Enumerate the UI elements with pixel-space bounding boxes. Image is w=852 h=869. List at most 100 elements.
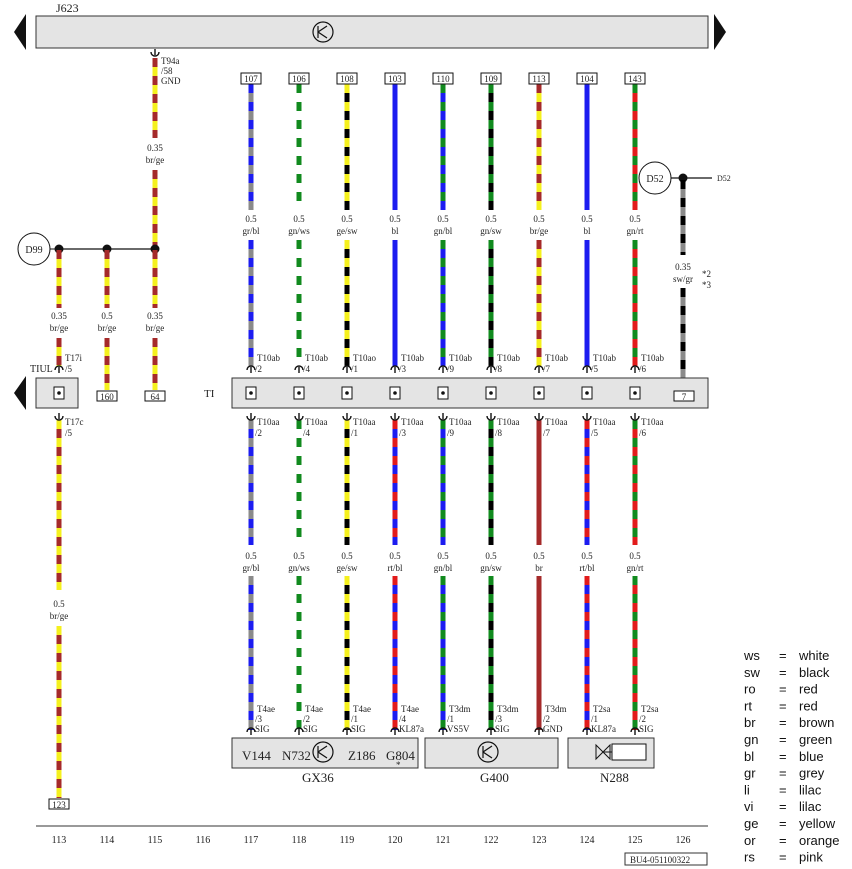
- wire-color-code: gn/ws: [288, 563, 310, 573]
- component-plug-pin: /1: [351, 714, 358, 724]
- signal-name: SIG: [495, 724, 510, 734]
- plug-pin: /4: [303, 428, 311, 438]
- signal-name: KL87a: [399, 724, 424, 734]
- terminal-box: [336, 72, 358, 85]
- plug-name: T10ab: [449, 353, 472, 363]
- wire-size: 0.5: [485, 551, 497, 561]
- wire-color-code: bl: [391, 226, 399, 236]
- plug-name: T10aa: [305, 417, 328, 427]
- legend-equals: =: [779, 715, 787, 730]
- v144-label: V144: [242, 748, 271, 763]
- column-number-122: 122: [484, 835, 499, 846]
- wire-size: 0.35: [675, 262, 691, 272]
- component-plug-name: T4ae: [305, 704, 323, 714]
- plug-contact: [630, 727, 640, 733]
- wire-color-code: gn/sw: [480, 226, 502, 236]
- legend-code: ws: [743, 648, 760, 663]
- wire-size: 0.5: [629, 551, 641, 561]
- terminal-109: 109: [484, 74, 498, 84]
- plug-contact: [150, 51, 160, 57]
- plug-pin: /4: [303, 364, 311, 374]
- terminal-110: 110: [436, 74, 450, 84]
- plug-contact: [534, 727, 544, 733]
- legend-code: vi: [744, 799, 754, 814]
- wire-size: 0.35: [147, 143, 163, 153]
- wire-color-code: gn/bl: [434, 226, 453, 236]
- wire-color-code: br/ge: [146, 155, 165, 165]
- plug-pin: /3: [399, 428, 407, 438]
- legend-equals: =: [779, 799, 787, 814]
- column-number-118: 118: [292, 835, 307, 846]
- plug-name: T10ab: [257, 353, 280, 363]
- wire-color-code: br/ge: [98, 323, 117, 333]
- legend-color-name: orange: [799, 833, 839, 848]
- wire-size: 0.5: [533, 551, 545, 561]
- terminal-box: [240, 72, 262, 85]
- plug-name: T10ab: [401, 353, 424, 363]
- terminal-box: [48, 798, 70, 810]
- legend-color-name: pink: [799, 850, 823, 865]
- component-plug-name: T4ae: [401, 704, 419, 714]
- terminal-box: [528, 72, 550, 85]
- wire-size: 0.5: [245, 551, 257, 561]
- component-plug-name: T2sa: [641, 704, 659, 714]
- plug-pin: /6: [639, 364, 647, 374]
- plug-name: T10aa: [641, 417, 664, 427]
- component-plug-pin: /1: [447, 714, 454, 724]
- plug-name: T10ab: [545, 353, 568, 363]
- component-plug-pin: /2: [543, 714, 550, 724]
- wire-color-code: ge/sw: [337, 563, 358, 573]
- transistor-symbol-icon: [477, 741, 499, 763]
- legend-equals: =: [779, 850, 787, 865]
- plug-contact: [342, 365, 352, 371]
- legend-color-name: grey: [799, 766, 825, 781]
- component-plug-pin: /2: [303, 714, 310, 724]
- plug-contact: [582, 365, 592, 371]
- legend-code: bl: [744, 749, 754, 764]
- plug-pin: /7: [543, 364, 551, 374]
- legend-code: rt: [744, 698, 752, 713]
- plug-name: T10ab: [593, 353, 616, 363]
- component-plug-name: T3dm: [545, 704, 567, 714]
- legend-code: br: [744, 715, 756, 730]
- pin-contact: [389, 386, 401, 400]
- plug-contact: [486, 365, 496, 371]
- plug-pin: /7: [543, 428, 551, 438]
- plug-contact: [246, 727, 256, 733]
- plug-contact: [342, 727, 352, 733]
- plug-name: T10aa: [593, 417, 616, 427]
- legend-equals: =: [779, 682, 787, 697]
- n732-label: N732: [282, 748, 311, 763]
- legend-equals: =: [779, 766, 787, 781]
- terminal-box: [576, 72, 598, 85]
- signal-name: VS5V: [447, 724, 470, 734]
- terminal-160: 160: [100, 392, 114, 402]
- component-plug-pin: /1: [591, 714, 598, 724]
- terminal-64: 64: [151, 392, 161, 402]
- column-number-119: 119: [340, 835, 355, 846]
- legend-code: rs: [744, 850, 755, 865]
- legend-equals: =: [779, 816, 787, 831]
- component-plug-pin: /3: [255, 714, 263, 724]
- plug-contact: [54, 415, 64, 421]
- t17i-pin: /5: [65, 364, 73, 374]
- column-number-117: 117: [244, 835, 259, 846]
- plug-pin: /1: [351, 428, 358, 438]
- legend-color-name: brown: [799, 715, 834, 730]
- component-plug-pin: /2: [639, 714, 646, 724]
- plug-contact: [438, 727, 448, 733]
- terminal-7: 7: [682, 392, 687, 402]
- pin-contact: [629, 386, 641, 400]
- terminal-box: [673, 390, 695, 402]
- plug-pin: /5: [591, 428, 599, 438]
- signal-name: KL87a: [591, 724, 616, 734]
- plug-name: T10aa: [449, 417, 472, 427]
- component-plug-name: T3dm: [449, 704, 471, 714]
- transistor-symbol-icon: [312, 741, 334, 763]
- column-number-125: 125: [628, 835, 643, 846]
- plug-pin: /8: [495, 428, 503, 438]
- wire-size: 0.5: [485, 214, 497, 224]
- note-3: *3: [702, 280, 712, 290]
- wire-color-code: ge/sw: [337, 226, 358, 236]
